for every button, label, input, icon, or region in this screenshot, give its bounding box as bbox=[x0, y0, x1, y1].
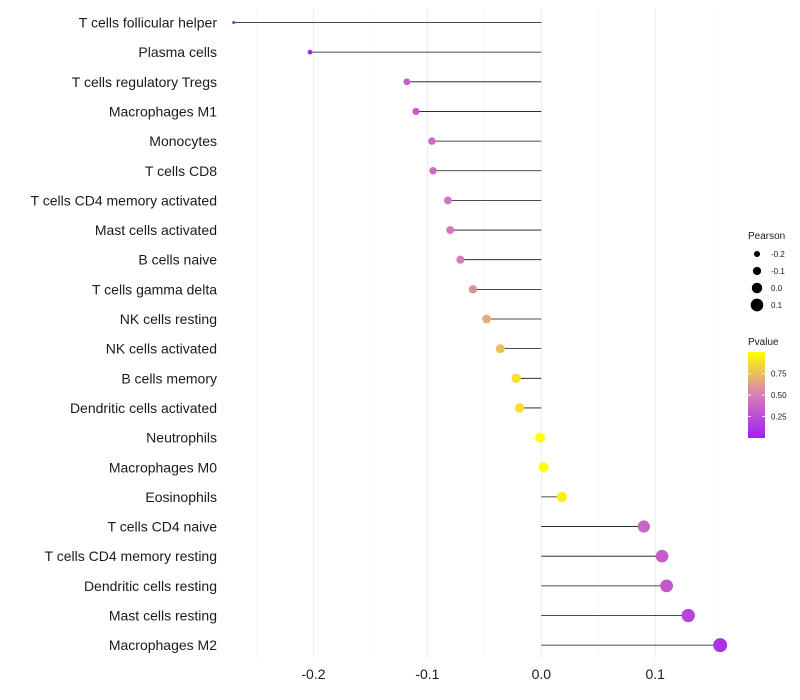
lollipop-dot bbox=[495, 344, 505, 354]
pearson-legend-label: -0.1 bbox=[771, 267, 785, 276]
pearson-legend-dot bbox=[751, 282, 763, 294]
category-label: B cells memory bbox=[121, 370, 217, 386]
pvalue-colorbar bbox=[748, 352, 765, 438]
category-label: T cells CD4 memory activated bbox=[31, 192, 217, 208]
pearson-legend-dot bbox=[750, 298, 764, 312]
lollipop-dot bbox=[655, 549, 669, 563]
pearson-size-legend: Pearson -0.2 -0.1 0.0 0.1 bbox=[748, 231, 785, 312]
category-label: Neutrophils bbox=[146, 430, 217, 446]
lollipop-dot bbox=[412, 107, 420, 116]
grid-lines bbox=[256, 8, 713, 658]
category-label: B cells naive bbox=[138, 252, 217, 268]
category-label: T cells gamma delta bbox=[92, 281, 217, 297]
category-label: T cells regulatory Tregs bbox=[72, 74, 217, 90]
lollipop-dot bbox=[428, 137, 436, 145]
pvalue-legend-label: 0.50 bbox=[771, 391, 787, 400]
lollipop-dot bbox=[681, 608, 695, 623]
category-label: Plasma cells bbox=[138, 44, 217, 60]
lollipop-dot bbox=[468, 285, 478, 294]
category-label: Monocytes bbox=[149, 133, 217, 149]
x-axis-ticks: -0.2 -0.1 0.0 0.1 bbox=[301, 666, 665, 682]
category-label: Eosinophils bbox=[145, 489, 217, 505]
category-label: T cells CD4 naive bbox=[108, 519, 218, 535]
lollipop-dots bbox=[232, 21, 728, 653]
category-label: Macrophages M0 bbox=[109, 459, 217, 475]
lollipop-dot bbox=[446, 226, 455, 234]
category-label: Mast cells resting bbox=[109, 608, 217, 624]
pearson-legend-label: 0.0 bbox=[771, 284, 783, 293]
pvalue-legend-title: Pvalue bbox=[748, 337, 779, 348]
category-label: T cells follicular helper bbox=[79, 15, 218, 31]
lollipop-dot bbox=[514, 403, 525, 413]
lollipop-dot bbox=[556, 491, 568, 503]
lollipop-dot bbox=[713, 638, 728, 653]
pearson-legend-dot bbox=[753, 250, 761, 258]
lollipop-dot bbox=[307, 49, 313, 55]
x-tick-label: 0.1 bbox=[645, 666, 665, 682]
lollipop-dot bbox=[482, 314, 491, 324]
category-label: T cells CD4 memory resting bbox=[45, 548, 217, 564]
lollipop-dot bbox=[429, 166, 437, 175]
lollipop-dot bbox=[535, 432, 546, 443]
pvalue-color-legend: Pvalue 0.25 0.50 0.75 bbox=[748, 337, 787, 438]
category-label: Macrophages M2 bbox=[109, 637, 217, 653]
pvalue-legend-label: 0.25 bbox=[771, 413, 787, 422]
lollipop-dot bbox=[232, 21, 236, 24]
pvalue-legend-label: 0.75 bbox=[771, 370, 787, 379]
pearson-legend-label: 0.1 bbox=[771, 301, 783, 310]
pearson-legend-label: -0.2 bbox=[771, 250, 785, 259]
category-label: NK cells resting bbox=[120, 311, 217, 327]
x-tick-label: 0.0 bbox=[532, 666, 552, 682]
x-tick-label: -0.2 bbox=[301, 666, 325, 682]
lollipop-stems bbox=[233, 22, 721, 646]
lollipop-dot bbox=[403, 78, 411, 86]
category-label: Mast cells activated bbox=[95, 222, 217, 238]
category-label: Dendritic cells resting bbox=[84, 578, 217, 594]
category-label: NK cells activated bbox=[106, 341, 217, 357]
lollipop-dot bbox=[511, 373, 521, 383]
lollipop-dot bbox=[660, 579, 674, 593]
lollipop-dot bbox=[456, 255, 465, 264]
x-tick-label: -0.1 bbox=[415, 666, 439, 682]
category-label: Macrophages M1 bbox=[109, 103, 217, 119]
lollipop-dot bbox=[538, 462, 549, 473]
pearson-legend-title: Pearson bbox=[748, 231, 785, 242]
category-label: Dendritic cells activated bbox=[70, 400, 217, 416]
lollipop-dot bbox=[637, 520, 650, 533]
lollipop-dot bbox=[443, 196, 452, 205]
category-label: T cells CD8 bbox=[145, 163, 217, 179]
category-labels: T cells follicular helper Plasma cells T c… bbox=[31, 15, 218, 654]
pearson-legend-dot bbox=[752, 266, 762, 276]
